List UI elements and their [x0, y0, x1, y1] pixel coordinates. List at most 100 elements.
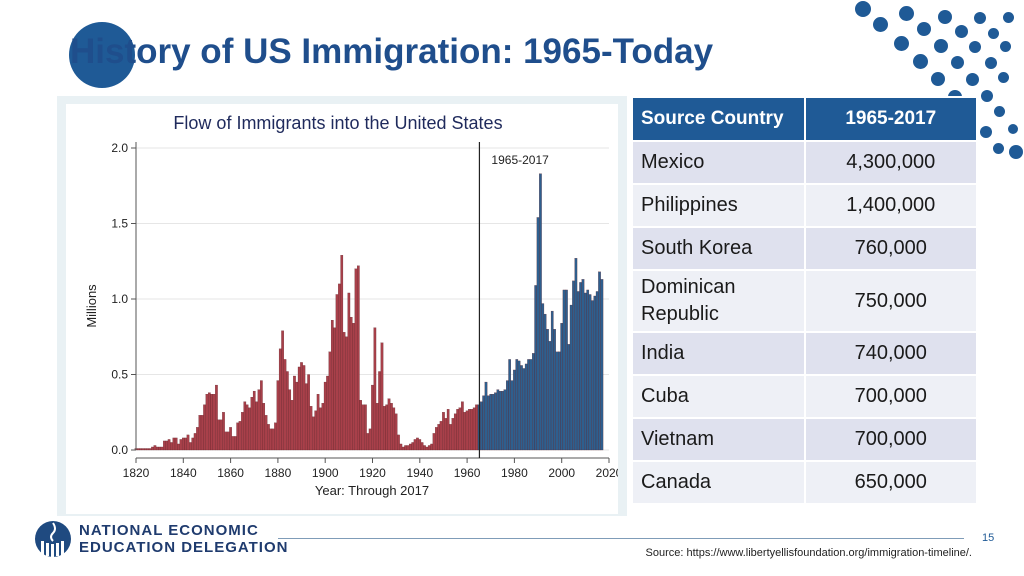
decor-dot: [913, 54, 928, 69]
bar: [293, 375, 296, 451]
bar: [475, 404, 478, 451]
x-tick-label: 1960: [454, 466, 481, 480]
bar: [219, 419, 223, 451]
bar: [487, 395, 490, 451]
bar: [529, 359, 533, 451]
bar: [186, 434, 190, 451]
bar: [501, 390, 504, 451]
bar: [453, 413, 457, 451]
bar: [323, 381, 327, 451]
bar: [378, 371, 381, 451]
bar: [217, 419, 221, 451]
bar: [366, 433, 370, 451]
bar: [555, 351, 559, 451]
bar: [248, 407, 251, 451]
decor-dot: [955, 25, 968, 38]
bar: [158, 446, 161, 451]
table-row: Cuba 700,000: [631, 374, 978, 419]
bar: [172, 437, 176, 451]
annotation-label: 1965-2017: [491, 153, 549, 167]
bar: [236, 422, 240, 451]
bar: [326, 375, 329, 451]
bar: [576, 291, 580, 451]
decor-dot: [969, 41, 981, 53]
bar: [524, 363, 528, 451]
bar: [465, 410, 469, 451]
bar: [286, 371, 289, 451]
bar: [560, 323, 564, 451]
bar: [569, 304, 573, 451]
bar: [399, 443, 403, 451]
bar: [536, 217, 540, 451]
bar: [333, 327, 336, 451]
bar: [271, 428, 275, 451]
bar: [543, 313, 547, 451]
bar: [155, 446, 159, 451]
bar: [234, 436, 237, 451]
chart-plot-area: Flow of Immigrants into the United State…: [66, 104, 623, 514]
bar: [200, 415, 204, 451]
bar: [174, 437, 178, 451]
bar: [515, 359, 519, 451]
org-name: NATIONAL ECONOMIC EDUCATION DELEGATION: [79, 522, 288, 556]
bar: [593, 295, 597, 451]
bar: [435, 427, 438, 451]
country-cell: Dominican Republic: [631, 269, 806, 333]
bar: [189, 442, 192, 451]
bar: [390, 403, 393, 451]
immigration-source-table: Source Country 1965-2017 Mexico 4,300,00…: [631, 96, 978, 505]
bar: [470, 409, 474, 451]
bar: [444, 418, 448, 451]
bar: [425, 446, 429, 451]
x-tick-label: 1920: [359, 466, 386, 480]
bar: [442, 412, 445, 451]
bar: [198, 415, 202, 451]
bar: [304, 383, 308, 451]
bar: [517, 360, 521, 451]
bar: [229, 427, 232, 451]
bar: [141, 448, 145, 451]
bar: [208, 392, 211, 451]
decor-dot: [934, 39, 948, 53]
bar: [364, 404, 367, 451]
bar: [264, 415, 268, 451]
bar: [579, 282, 582, 451]
bar: [541, 303, 545, 451]
bar: [181, 437, 185, 451]
bar: [281, 330, 284, 451]
decor-dot: [985, 57, 997, 69]
bar: [584, 292, 587, 451]
bar: [340, 255, 344, 451]
bar: [160, 446, 164, 451]
country-cell: Canada: [631, 460, 806, 505]
immigration-flow-chart: Flow of Immigrants into the United State…: [84, 113, 623, 498]
bar: [387, 398, 391, 451]
value-cell: 4,300,000: [803, 140, 978, 185]
bar: [380, 342, 384, 451]
bar: [255, 401, 258, 451]
bar: [330, 320, 334, 451]
decor-dot: [1000, 41, 1011, 52]
bar: [278, 348, 282, 451]
bar: [137, 448, 140, 451]
bar: [352, 323, 355, 451]
x-tick-label: 2020: [596, 466, 618, 480]
x-tick-label: 1980: [501, 466, 528, 480]
bar: [347, 292, 351, 451]
bar: [581, 279, 585, 451]
x-tick-label: 1840: [170, 466, 197, 480]
table-row: Vietnam 700,000: [631, 417, 978, 462]
bar: [562, 289, 566, 451]
bar: [494, 392, 497, 451]
bar: [309, 406, 313, 451]
bar: [345, 336, 348, 451]
y-axis-label: Millions: [84, 284, 99, 328]
x-tick-label: 1940: [406, 466, 433, 480]
bar: [565, 289, 568, 451]
bar: [283, 359, 287, 451]
bar: [574, 258, 578, 451]
bar: [222, 412, 225, 451]
bar: [335, 294, 339, 451]
table-row: South Korea 760,000: [631, 226, 978, 271]
x-tick-label: 1900: [312, 466, 339, 480]
